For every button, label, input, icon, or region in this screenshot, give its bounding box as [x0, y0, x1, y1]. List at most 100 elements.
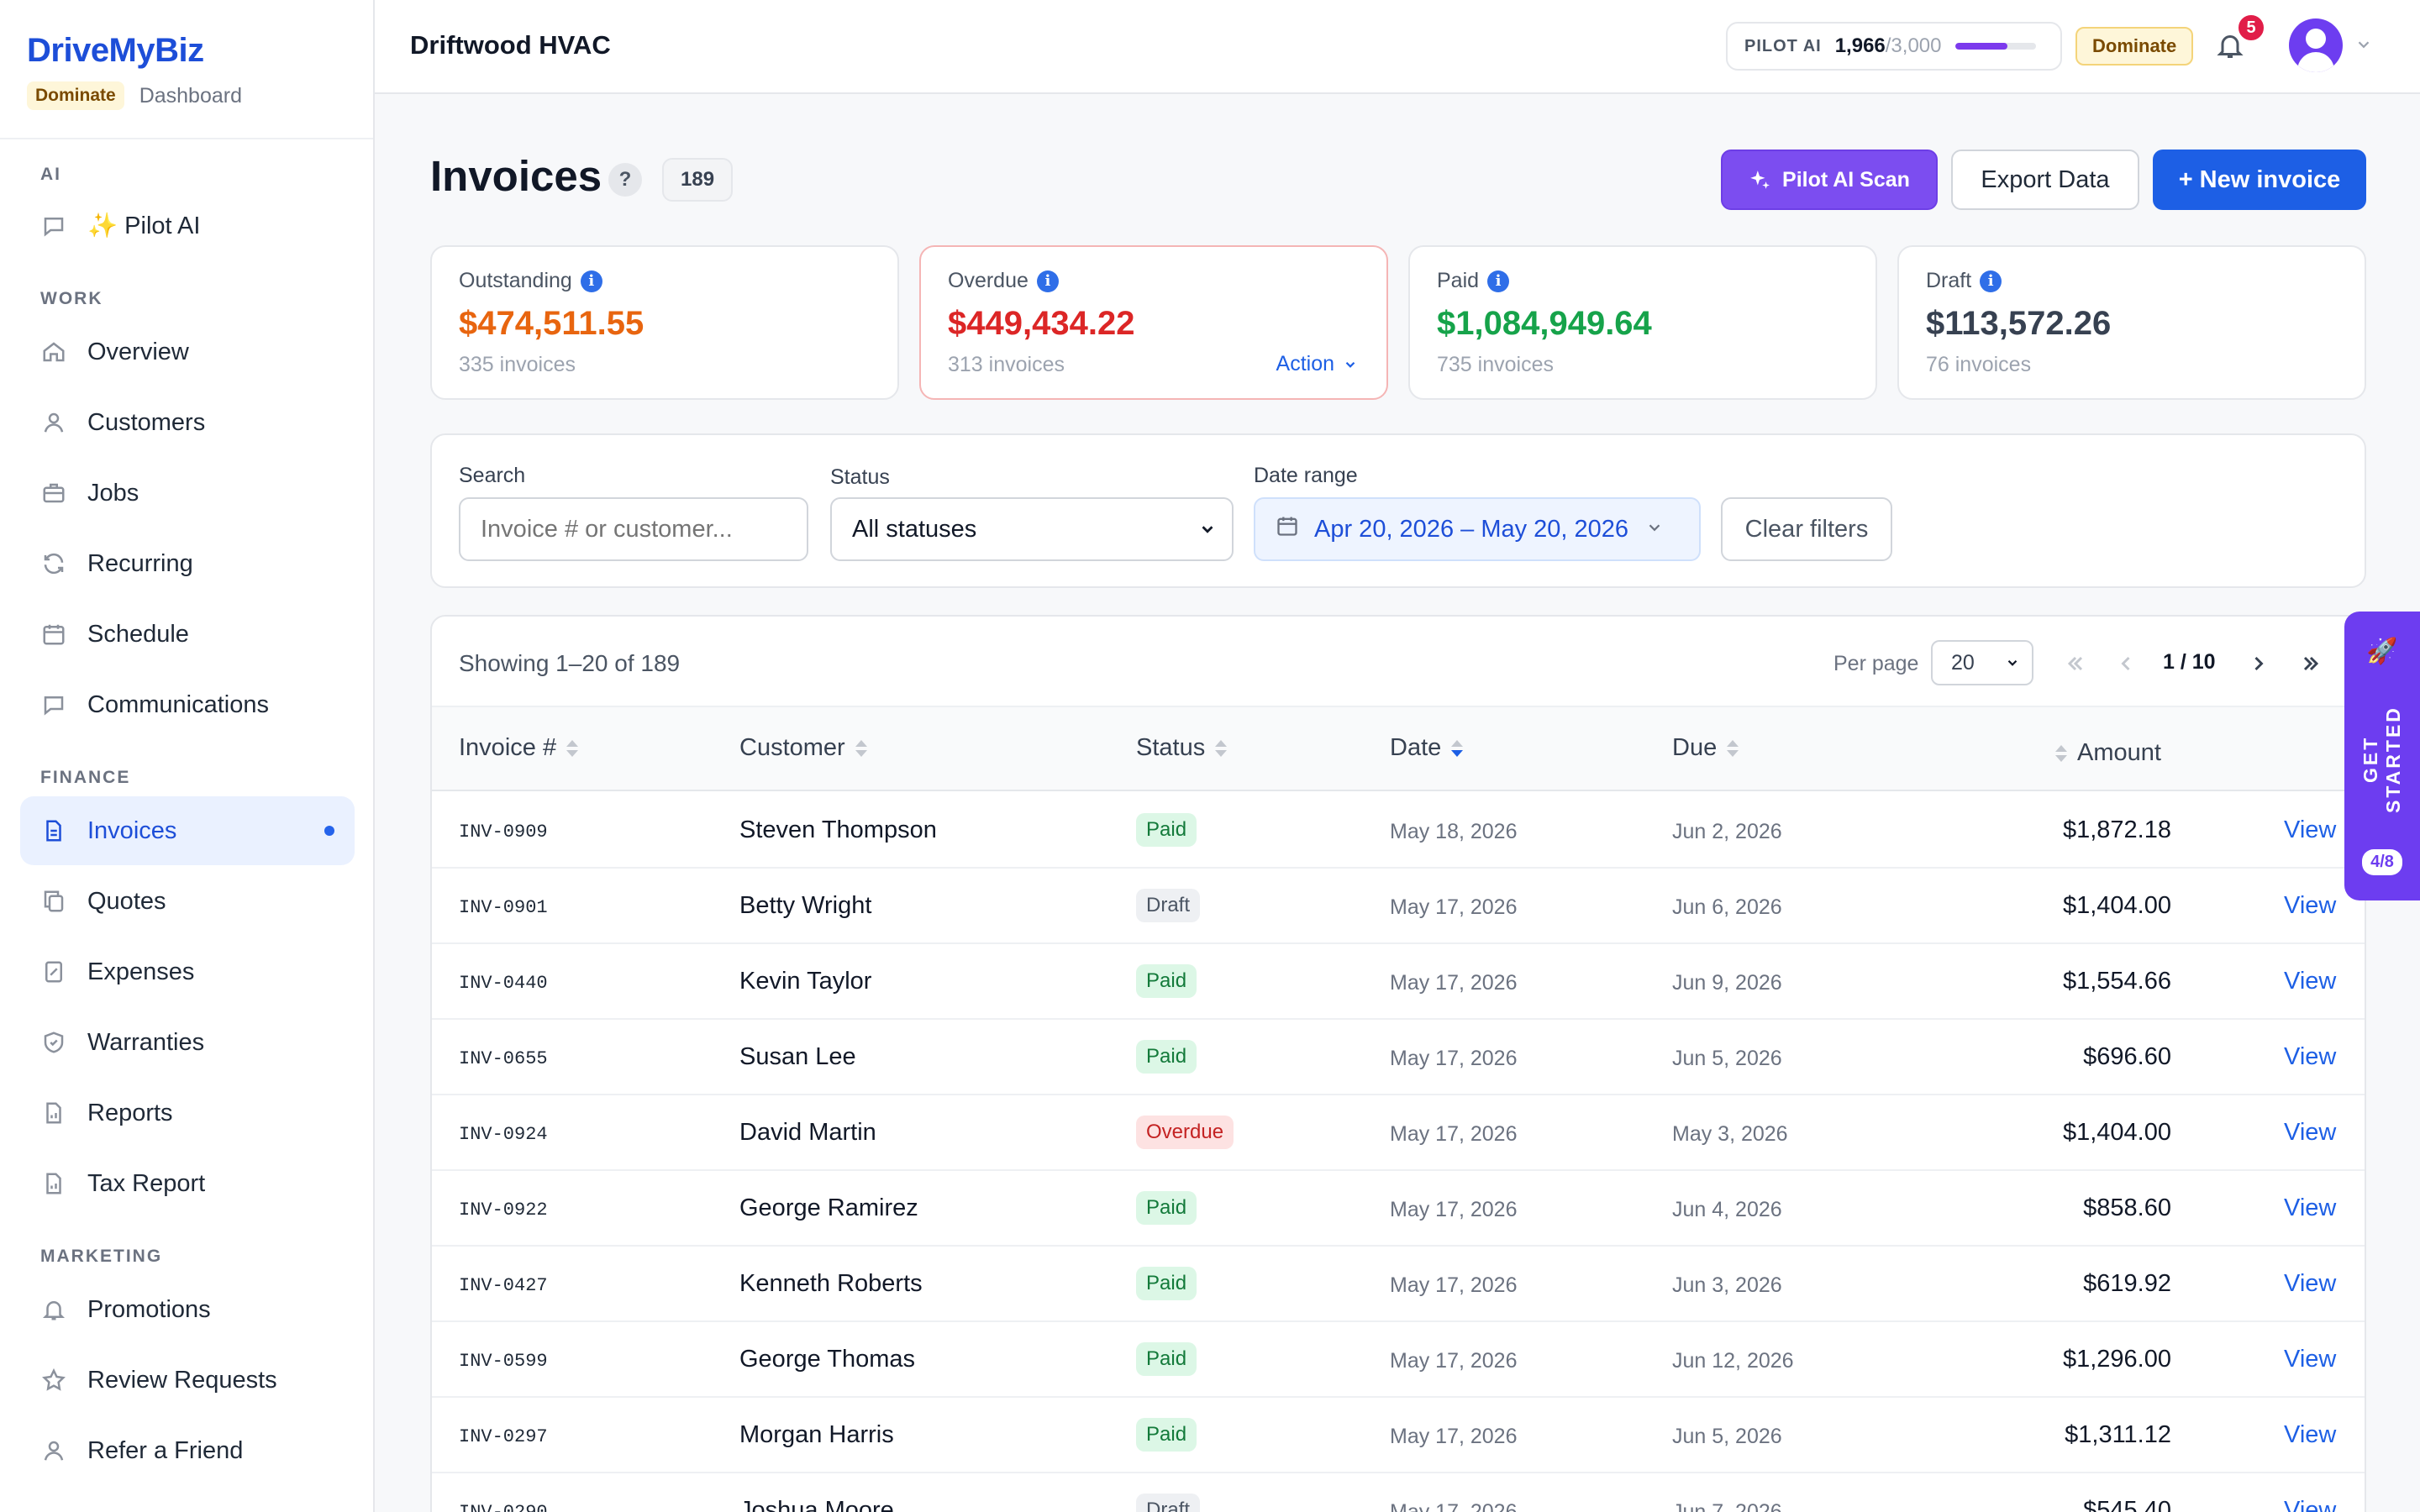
cell-invoice-number[interactable]: INV-0655: [459, 1048, 548, 1069]
view-link[interactable]: View: [2284, 1421, 2337, 1448]
table-row[interactable]: INV-0909 Steven Thompson Paid May 18, 2026 J…: [432, 793, 2365, 869]
view-link[interactable]: View: [2284, 892, 2337, 919]
sidebar-item-schedule[interactable]: Schedule: [20, 600, 355, 669]
cell-invoice-number[interactable]: INV-0901: [459, 897, 548, 918]
first-page-icon[interactable]: [2060, 648, 2091, 679]
info-icon[interactable]: i: [1980, 270, 2002, 292]
table-row[interactable]: INV-0599 George Thomas Paid May 17, 2026 Jun…: [432, 1322, 2365, 1398]
stat-card-outstanding[interactable]: Outstanding i $474,511.55 335 invoices: [430, 245, 899, 400]
stat-card-draft[interactable]: Draft i $113,572.26 76 invoices: [1897, 245, 2366, 400]
column-label: Date: [1390, 734, 1442, 761]
cell-invoice-number[interactable]: INV-0440: [459, 973, 548, 994]
cell-due: Jun 4, 2026: [1672, 1198, 1782, 1221]
per-page-select[interactable]: 20: [1931, 640, 2033, 685]
sidebar-item-review-requests[interactable]: Review Requests: [20, 1346, 355, 1415]
cell-invoice-number[interactable]: INV-0427: [459, 1275, 548, 1296]
sidebar-item-promotions[interactable]: Promotions: [20, 1275, 355, 1344]
last-page-icon[interactable]: [2296, 648, 2326, 679]
brand-logo[interactable]: DriveMyBiz: [27, 32, 204, 69]
info-icon[interactable]: i: [1487, 270, 1510, 292]
status-select[interactable]: All statuses: [830, 497, 1234, 561]
table-row[interactable]: INV-0922 George Ramirez Paid May 17, 2026 Ju…: [432, 1171, 2365, 1247]
cell-customer: Joshua Moore: [739, 1497, 894, 1512]
sidebar-item-invoices[interactable]: Invoices: [20, 796, 355, 865]
column-header-due[interactable]: Due: [1672, 734, 1739, 762]
table-row[interactable]: INV-0427 Kenneth Roberts Paid May 17, 2026 J…: [432, 1247, 2365, 1322]
cell-customer: Morgan Harris: [739, 1421, 894, 1448]
sidebar-item-quotes[interactable]: Quotes: [20, 867, 355, 936]
message-icon: [40, 691, 67, 718]
column-header-status[interactable]: Status: [1136, 734, 1228, 762]
column-header-amount[interactable]: Amount: [2055, 739, 2161, 767]
table-row[interactable]: INV-0924 David Martin Overdue May 17, 2026 M…: [432, 1095, 2365, 1171]
sidebar-item-recurring[interactable]: Recurring: [20, 529, 355, 598]
pilot-ai-scan-button[interactable]: Pilot AI Scan: [1721, 150, 1938, 210]
avatar[interactable]: [2289, 18, 2343, 72]
view-link[interactable]: View: [2284, 816, 2337, 843]
cell-date: May 18, 2026: [1390, 820, 1518, 843]
search-input[interactable]: [459, 497, 808, 561]
pilot-ai-usage-meter[interactable]: PILOT AI 1,966 /3,000: [1726, 22, 2062, 71]
chat-icon: [40, 213, 67, 239]
cell-invoice-number[interactable]: INV-0922: [459, 1200, 548, 1221]
sidebar-item-refer-a-friend[interactable]: Refer a Friend: [20, 1416, 355, 1485]
sidebar-item-expenses[interactable]: Expenses: [20, 937, 355, 1006]
view-link[interactable]: View: [2284, 1043, 2337, 1070]
sort-icon: [1727, 739, 1739, 757]
column-header-customer[interactable]: Customer: [739, 734, 867, 762]
table-row[interactable]: INV-0297 Morgan Harris Paid May 17, 2026 Jun…: [432, 1398, 2365, 1473]
cell-date: May 17, 2026: [1390, 1349, 1518, 1373]
new-invoice-button[interactable]: + New invoice: [2153, 150, 2366, 210]
sidebar-item-reports[interactable]: Reports: [20, 1079, 355, 1147]
column-header-date[interactable]: Date: [1390, 734, 1464, 762]
home-icon: [40, 339, 67, 365]
showing-count: Showing 1–20 of 189: [459, 650, 681, 676]
info-icon[interactable]: i: [580, 270, 602, 292]
help-icon[interactable]: ?: [608, 163, 642, 197]
sidebar-item-communications[interactable]: Communications: [20, 670, 355, 739]
view-link[interactable]: View: [2284, 1497, 2337, 1512]
company-name[interactable]: Driftwood HVAC: [410, 30, 611, 60]
view-link[interactable]: View: [2284, 1194, 2337, 1221]
clear-filters-button[interactable]: Clear filters: [1721, 497, 1892, 561]
export-data-button[interactable]: Export Data: [1951, 150, 2139, 210]
view-link[interactable]: View: [2284, 1119, 2337, 1146]
plan-badge-top[interactable]: Dominate: [2075, 27, 2194, 66]
stat-value: $449,434.22: [948, 305, 1135, 342]
next-page-icon[interactable]: [2244, 648, 2274, 679]
ai-usage-max: /3,000: [1885, 34, 1942, 57]
overdue-action-dropdown[interactable]: Action: [1276, 352, 1358, 376]
cell-invoice-number[interactable]: INV-0909: [459, 822, 548, 843]
chevron-down-icon[interactable]: [2354, 35, 2375, 55]
notifications-bell-icon[interactable]: [2215, 30, 2249, 64]
table-row[interactable]: INV-0290 Joshua Moore Draft May 17, 2026 Jun…: [432, 1473, 2365, 1512]
date-range-picker[interactable]: Apr 20, 2026 – May 20, 2026: [1254, 497, 1701, 561]
cell-invoice-number[interactable]: INV-0290: [459, 1502, 548, 1512]
table-row[interactable]: INV-0655 Susan Lee Paid May 17, 2026 Jun 5, …: [432, 1020, 2365, 1095]
view-link[interactable]: View: [2284, 1346, 2337, 1373]
table-row[interactable]: INV-0440 Kevin Taylor Paid May 17, 2026 Jun …: [432, 944, 2365, 1020]
sidebar-item-label: Invoices: [87, 816, 177, 844]
sidebar-item-jobs[interactable]: Jobs: [20, 459, 355, 528]
view-link[interactable]: View: [2284, 1270, 2337, 1297]
get-started-tab[interactable]: 🚀 GET STARTED 4/8: [2344, 612, 2420, 900]
sidebar-item-tax-report[interactable]: Tax Report: [20, 1149, 355, 1218]
table-row[interactable]: INV-0901 Betty Wright Draft May 17, 2026 Jun…: [432, 869, 2365, 944]
cell-invoice-number[interactable]: INV-0297: [459, 1426, 548, 1447]
stat-card-overdue[interactable]: Overdue i $449,434.22 313 invoices Action: [919, 245, 1388, 400]
sidebar-item-overview[interactable]: Overview: [20, 318, 355, 386]
cell-status: Paid: [1136, 1040, 1197, 1074]
column-header-invoice[interactable]: Invoice #: [459, 734, 579, 762]
cell-status: Paid: [1136, 1267, 1197, 1300]
column-label: Due: [1672, 734, 1718, 761]
cell-invoice-number[interactable]: INV-0924: [459, 1124, 548, 1145]
info-icon[interactable]: i: [1036, 270, 1059, 292]
stat-card-paid[interactable]: Paid i $1,084,949.64 735 invoices: [1408, 245, 1877, 400]
cell-invoice-number[interactable]: INV-0599: [459, 1351, 548, 1372]
sidebar-item-pilot-ai[interactable]: ✨ Pilot AI: [20, 192, 355, 260]
cell-status: Draft: [1136, 889, 1201, 922]
view-link[interactable]: View: [2284, 968, 2337, 995]
sidebar-item-warranties[interactable]: Warranties: [20, 1008, 355, 1077]
sidebar-item-customers[interactable]: Customers: [20, 388, 355, 457]
prev-page-icon[interactable]: [2111, 648, 2141, 679]
